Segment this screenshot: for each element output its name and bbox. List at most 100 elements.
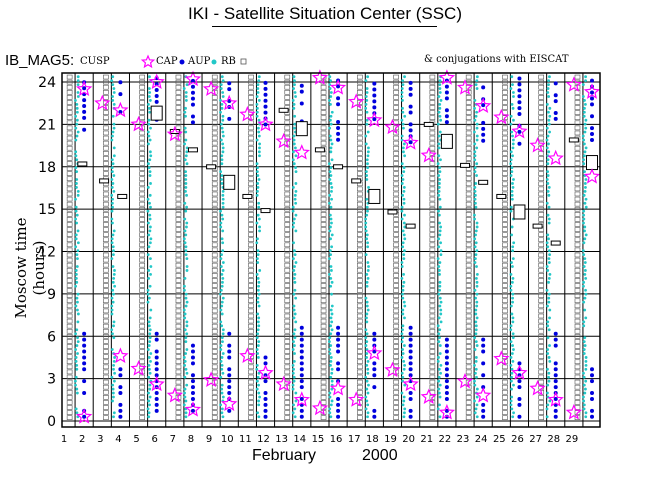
rb-point <box>320 369 327 375</box>
rb-point <box>429 262 436 268</box>
rb-point <box>357 389 363 395</box>
aup-point <box>437 316 441 320</box>
rb-point <box>139 262 145 268</box>
rb-point <box>320 298 327 304</box>
aup-point <box>294 261 298 264</box>
rb-point <box>574 313 581 319</box>
rb-point <box>538 374 545 380</box>
rb-point <box>429 140 436 146</box>
cap-point <box>227 385 232 390</box>
cap-point <box>590 367 594 372</box>
rb-point <box>502 105 508 110</box>
aup-point <box>328 178 332 181</box>
aup-point <box>328 126 332 130</box>
aup-point <box>582 300 586 304</box>
aup-point <box>329 344 333 347</box>
aup-point <box>366 241 370 245</box>
aup-point <box>584 316 588 320</box>
aup-point <box>583 150 587 154</box>
rb-point <box>538 196 545 202</box>
rb-point <box>429 135 436 141</box>
cusp-point <box>438 69 456 85</box>
rb-point <box>103 171 109 176</box>
aup-point <box>330 189 333 193</box>
aup-point <box>546 245 550 249</box>
rb-point <box>284 89 291 95</box>
x-tick-label: 10 <box>221 434 234 445</box>
aup-point <box>113 371 116 375</box>
rb-point <box>284 267 291 273</box>
aup-point <box>437 209 440 213</box>
rb-point <box>248 212 254 217</box>
rb-point <box>211 283 218 288</box>
rb-point <box>66 334 73 339</box>
rb-point <box>465 222 472 227</box>
cap-point <box>118 402 123 407</box>
aup-point <box>257 75 261 79</box>
rb-point <box>574 308 581 314</box>
aup-point <box>329 316 333 320</box>
rb-point <box>393 145 399 151</box>
aup-point <box>366 391 370 395</box>
rb-point <box>393 303 399 309</box>
rb-point <box>175 191 182 197</box>
x-tick-label: 28 <box>547 434 560 445</box>
aup-point <box>112 324 115 328</box>
rb-point <box>211 79 218 85</box>
rb-point <box>393 115 399 121</box>
aup-point <box>76 193 80 197</box>
rb-point <box>103 349 109 354</box>
rb-point <box>574 395 581 400</box>
aup-point <box>365 213 369 217</box>
aup-point <box>293 415 297 419</box>
aup-point <box>330 142 334 146</box>
rb-point <box>393 196 399 202</box>
rb-point <box>139 186 145 192</box>
rb-point <box>574 242 581 248</box>
rb-point <box>574 364 581 370</box>
eiscat-conjugation <box>496 193 507 199</box>
aup-point <box>584 411 588 415</box>
rb-point <box>465 328 472 334</box>
rb-point <box>284 369 291 375</box>
aup-point <box>148 193 152 197</box>
aup-point <box>366 411 370 415</box>
rb-point <box>211 74 218 80</box>
rb-point <box>538 181 545 187</box>
rb-point <box>538 120 545 126</box>
cap-point <box>481 402 486 407</box>
rb-point <box>320 389 327 395</box>
aup-point <box>403 237 407 241</box>
aup-point <box>510 197 514 201</box>
rb-point <box>66 389 73 395</box>
rb-point <box>103 247 109 253</box>
aup-point <box>475 387 479 391</box>
rb-point <box>502 339 508 344</box>
cusp-point <box>275 375 292 392</box>
aup-point <box>292 257 295 260</box>
aup-point <box>329 265 333 268</box>
aup-point <box>403 411 406 415</box>
aup-point <box>74 205 78 209</box>
rb-point <box>502 262 508 268</box>
rb-point <box>66 374 73 380</box>
rb-point <box>284 115 291 121</box>
rb-point <box>211 344 218 349</box>
aup-point <box>402 189 406 193</box>
cap-point <box>118 80 123 85</box>
rb-point <box>502 344 508 349</box>
aup-point <box>185 324 189 328</box>
aup-point <box>185 383 189 387</box>
rb-point <box>574 130 581 136</box>
cap-point <box>408 86 413 91</box>
aup-point <box>219 110 222 114</box>
aup-point <box>329 276 333 280</box>
rb-point <box>248 140 254 146</box>
aup-point <box>402 367 406 371</box>
rb-point <box>139 395 145 400</box>
aup-point <box>582 114 586 118</box>
aup-point <box>75 253 79 257</box>
aup-point <box>257 383 260 387</box>
aup-point <box>582 193 586 197</box>
rb-point <box>175 115 182 121</box>
